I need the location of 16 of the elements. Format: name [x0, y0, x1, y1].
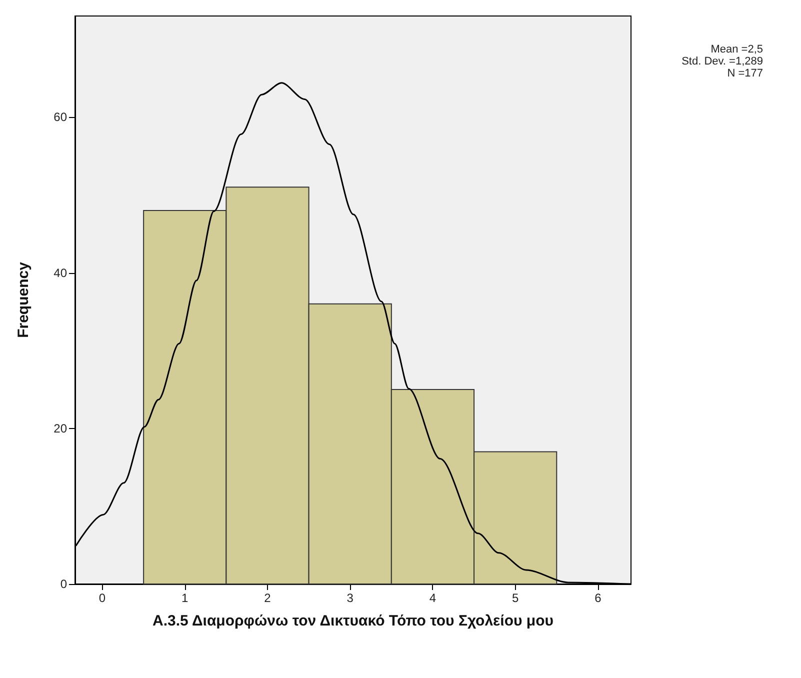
x-tick-label: 5 [512, 591, 519, 605]
text: Mean =2,5 [710, 44, 764, 56]
y-axis-title: Frequency [15, 261, 32, 338]
x-tick-label: 1 [182, 591, 189, 605]
x-tick-label: 4 [429, 591, 436, 605]
y-tick-label: 0 [60, 577, 68, 591]
x-tick-label: 0 [98, 591, 106, 605]
text: Std. Dev. =1,289 [682, 56, 764, 68]
y-tick-label: 40 [54, 266, 68, 280]
text: N =177 [727, 68, 763, 80]
x-axis-title: Α.3.5 Διαμορφώνω τον Δικτυακό Τόπο του Σχολείου μου [152, 612, 554, 630]
x-tick-label: 2 [264, 591, 272, 605]
y-tick-label: 20 [54, 421, 68, 436]
x-tick-label: 6 [594, 591, 602, 605]
x-tick-label: 3 [346, 591, 354, 605]
y-tick-label: 60 [54, 110, 68, 124]
